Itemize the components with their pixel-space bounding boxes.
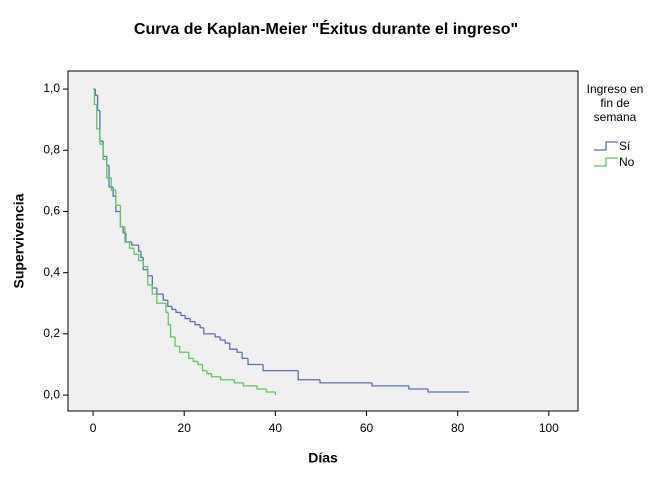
survival-step — [133, 248, 139, 255]
survival-step — [96, 95, 100, 112]
survival-step — [229, 343, 238, 350]
y-tick-label: 0,0 — [43, 387, 60, 401]
survival-step — [262, 364, 299, 372]
survival-step — [94, 89, 98, 96]
y-tick-label: 1,0 — [43, 81, 60, 95]
survival-step — [162, 294, 168, 301]
survival-step — [110, 177, 116, 191]
survival-step — [319, 379, 372, 384]
survival-step — [408, 385, 429, 390]
legend-swatch — [594, 141, 618, 151]
survival-step — [171, 306, 177, 311]
survival-step — [247, 358, 264, 366]
survival-step — [137, 254, 144, 262]
y-axis-title: Supervivencia — [11, 193, 27, 288]
survival-step — [140, 251, 144, 259]
survival-step — [179, 346, 189, 353]
survival-step — [371, 382, 409, 387]
survival-step — [119, 205, 125, 228]
x-tick-label: 40 — [269, 421, 283, 435]
x-tick-label: 20 — [178, 421, 192, 435]
legend-label: Sí — [619, 139, 631, 153]
survival-step — [131, 242, 139, 246]
survival-step — [206, 370, 212, 375]
survival-step — [175, 309, 182, 314]
survival-step — [194, 321, 201, 326]
survival-step — [156, 294, 166, 304]
y-tick-label: 0,8 — [43, 142, 60, 156]
survival-step — [192, 358, 198, 363]
x-tick-label: 80 — [451, 421, 465, 435]
survival-step — [197, 361, 203, 366]
survival-step — [151, 284, 157, 295]
legend-title: Ingreso en fin de semana — [586, 82, 644, 124]
survival-step — [265, 388, 276, 393]
survival-step — [167, 312, 171, 326]
survival-step — [214, 333, 221, 338]
survival-step — [180, 312, 186, 317]
survival-step — [201, 364, 208, 372]
survival-step — [224, 340, 230, 344]
survival-step — [128, 242, 135, 249]
survival-step — [102, 144, 107, 161]
survival-step — [236, 349, 243, 353]
plot-area — [67, 70, 579, 412]
survival-step — [174, 336, 180, 347]
survival-step — [137, 245, 141, 252]
survival-step — [115, 190, 121, 206]
survival-step — [210, 373, 221, 378]
survival-step — [219, 336, 226, 341]
legend-label: No — [619, 155, 635, 169]
survival-step — [167, 300, 172, 307]
chart-title: Curva de Kaplan-Meier "Éxitus durante el… — [134, 19, 518, 38]
survival-step — [99, 128, 104, 145]
survival-step — [188, 352, 194, 360]
survival-step — [189, 318, 196, 323]
legend-swatch — [594, 157, 618, 167]
survival-step — [93, 89, 97, 106]
survival-step — [147, 266, 153, 286]
x-tick-label: 0 — [90, 421, 97, 435]
survival-step — [297, 370, 321, 381]
survival-step — [256, 385, 267, 390]
y-tick-label: 0,6 — [43, 204, 60, 218]
survival-step — [242, 382, 258, 387]
survival-step — [427, 388, 470, 393]
survival-step — [199, 324, 204, 329]
survival-step — [124, 226, 130, 243]
survival-step — [203, 327, 216, 335]
survival-step — [220, 376, 235, 381]
survival-step — [241, 352, 249, 360]
survival-step — [165, 303, 169, 314]
survival-step — [106, 159, 112, 179]
survival-step — [142, 260, 148, 268]
survival-step — [233, 379, 244, 384]
x-axis-title: Días — [308, 450, 338, 466]
y-tick-label: 0,2 — [43, 326, 60, 340]
x-tick-label: 60 — [360, 421, 374, 435]
x-tick-label: 100 — [539, 421, 559, 435]
y-tick-label: 0,4 — [43, 265, 60, 279]
survival-step — [96, 104, 100, 130]
survival-step — [184, 315, 191, 320]
survival-step — [169, 324, 176, 338]
